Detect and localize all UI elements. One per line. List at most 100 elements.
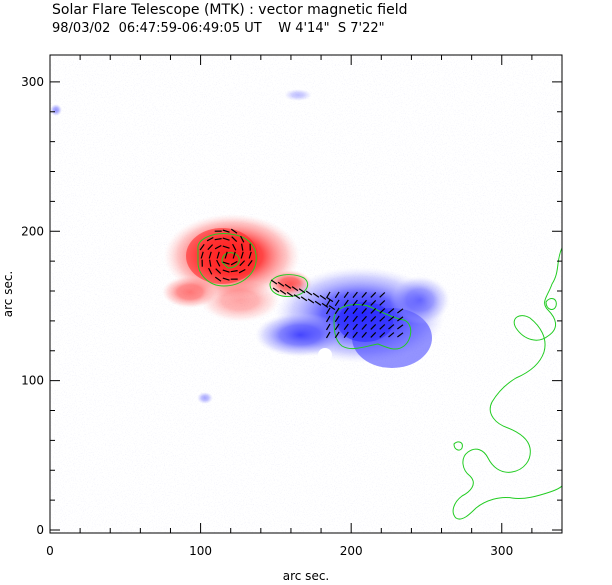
field-vector — [379, 324, 386, 330]
field-vector — [370, 315, 377, 322]
field-vector — [361, 323, 367, 330]
field-vector — [388, 308, 395, 314]
field-vector — [343, 323, 349, 331]
field-vector — [208, 267, 213, 275]
field-vector — [238, 268, 246, 274]
field-vector — [293, 294, 301, 300]
field-vector — [361, 331, 367, 338]
field-vector — [379, 300, 386, 306]
figure-subtitle: 98/03/02 06:47:59-06:49:05 UT W 4'14" S … — [52, 21, 385, 36]
x-axis-label: arc sec. — [283, 569, 329, 583]
field-vector — [300, 296, 308, 302]
field-vector — [270, 279, 278, 285]
field-vector — [352, 307, 358, 314]
plot-frame — [49, 54, 563, 534]
field-vector — [216, 259, 221, 267]
y-tick-label: 100 — [21, 374, 44, 388]
field-vector — [240, 251, 244, 259]
field-vector — [241, 243, 244, 251]
field-vector — [370, 307, 377, 314]
field-vector — [214, 238, 222, 241]
field-vector — [240, 235, 245, 243]
field-vector — [352, 323, 358, 330]
field-vector — [388, 316, 395, 322]
field-vector — [230, 260, 238, 266]
x-axis: 0 100 200 300 — [46, 55, 563, 558]
field-vector — [343, 299, 349, 307]
field-vector — [305, 290, 313, 296]
field-vector — [361, 299, 367, 306]
field-vector — [370, 323, 377, 330]
field-vector — [312, 292, 320, 298]
field-vector — [209, 259, 212, 267]
field-vector — [230, 270, 238, 273]
field-vector — [208, 251, 212, 259]
field-vector — [328, 305, 336, 311]
field-vector — [279, 289, 287, 295]
field-vector — [388, 324, 395, 330]
field-vector — [397, 332, 404, 338]
field-vector — [319, 294, 327, 300]
field-vector — [334, 331, 340, 339]
y-tick-label: 300 — [21, 75, 44, 89]
field-vector — [325, 299, 331, 307]
field-vector — [224, 251, 228, 259]
field-vector — [379, 292, 386, 298]
field-vector — [370, 299, 377, 306]
field-vector — [388, 332, 395, 338]
field-vector — [343, 315, 349, 323]
y-tick-label: 200 — [21, 224, 44, 238]
field-vector — [325, 331, 331, 339]
field-vector — [222, 261, 230, 265]
field-vector — [239, 260, 246, 267]
x-tick-label: 100 — [189, 544, 212, 558]
magnetogram-image — [50, 55, 562, 533]
field-vector — [352, 299, 358, 306]
field-vector — [247, 259, 253, 267]
field-vector — [284, 283, 292, 289]
field-vector — [325, 315, 331, 323]
field-vector — [230, 228, 238, 234]
field-vector — [321, 302, 329, 308]
figure-title: Solar Flare Telescope (MTK) : vector mag… — [52, 2, 408, 18]
y-axis: 0 100 200 300 — [21, 75, 562, 537]
field-vector — [215, 268, 222, 275]
field-vector — [325, 291, 331, 299]
field-vector — [207, 244, 214, 251]
field-vector — [397, 324, 404, 330]
field-vector — [222, 245, 230, 249]
field-vector — [343, 331, 349, 339]
field-vector — [200, 251, 204, 259]
field-vector — [272, 287, 280, 293]
field-vector — [352, 291, 358, 298]
x-tick-label: 0 — [46, 544, 54, 558]
x-tick-label: 200 — [340, 544, 363, 558]
field-vector — [214, 244, 222, 250]
field-vector — [232, 243, 237, 251]
field-vector — [370, 291, 377, 298]
field-vector — [326, 297, 334, 303]
field-vector — [222, 237, 230, 241]
field-vector — [334, 299, 340, 307]
field-vector — [314, 300, 322, 306]
field-vector — [352, 331, 358, 338]
field-vector — [361, 307, 367, 314]
field-vector — [379, 332, 386, 338]
positive-polarity-region — [162, 214, 312, 322]
field-vector — [222, 229, 230, 233]
field-vector — [361, 291, 367, 298]
field-vector — [216, 251, 220, 259]
field-vector — [222, 277, 230, 281]
field-vector — [325, 307, 331, 315]
field-vectors — [199, 228, 404, 339]
field-vector — [334, 323, 340, 331]
field-vector — [325, 323, 331, 331]
field-vector — [232, 251, 236, 259]
field-vector — [379, 316, 386, 322]
field-vector — [206, 236, 214, 242]
y-tick-label: 0 — [36, 523, 44, 537]
field-vector — [397, 308, 404, 314]
field-vector — [307, 298, 315, 304]
negative-polarity-region — [50, 89, 450, 404]
